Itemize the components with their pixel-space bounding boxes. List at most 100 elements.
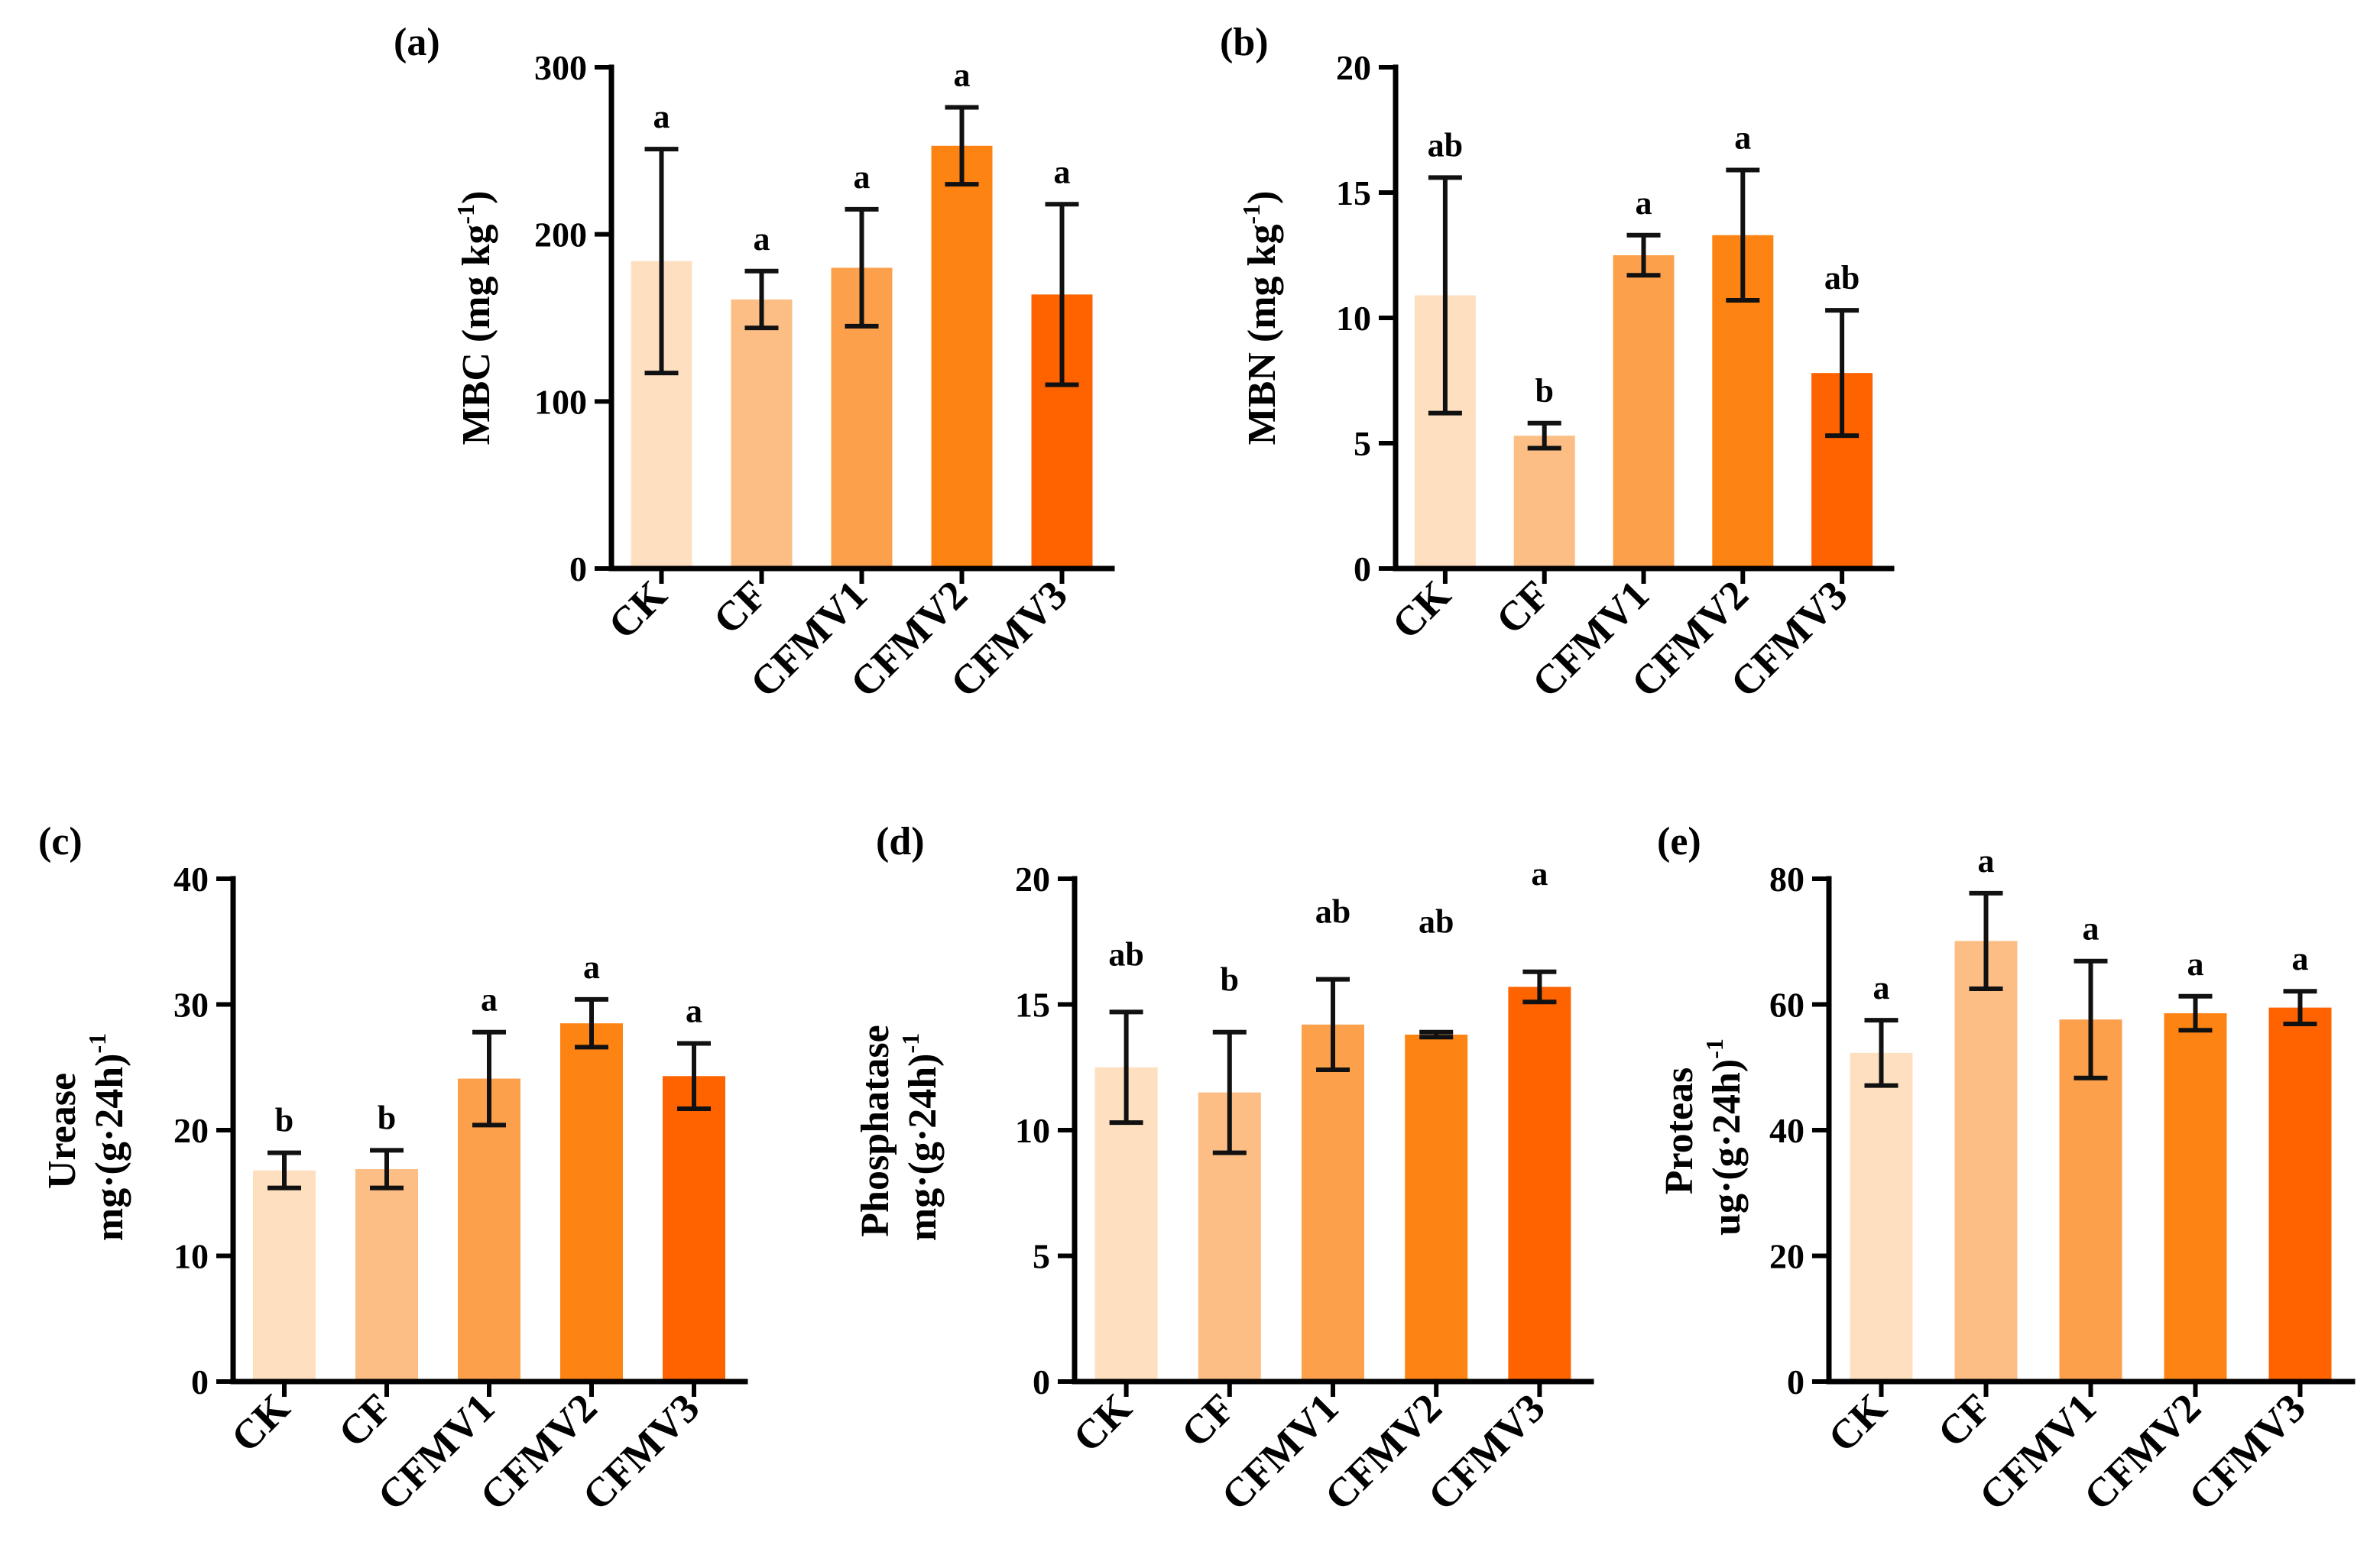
y-tick-label: 0 [1033, 1362, 1050, 1401]
bar-cfmv1 [458, 1078, 520, 1382]
bar-ck [253, 1170, 316, 1382]
category-label: CFMV2 [1316, 1385, 1451, 1519]
y-tick-label: 5 [1354, 424, 1371, 463]
y-axis-label: Phosphatasemg·(g·24h)-1 [854, 1025, 945, 1241]
bar-cfmv1 [1613, 255, 1675, 569]
y-tick-label: 0 [1787, 1362, 1804, 1401]
significance-label: a [2187, 945, 2204, 983]
panel-label: (c) [38, 820, 83, 863]
error-bar [2283, 989, 2317, 1026]
significance-label: ab [1428, 126, 1463, 164]
error-bar [1045, 202, 1079, 387]
error-bar [2074, 958, 2108, 1080]
error-bar [370, 1148, 404, 1191]
category-label: CF [705, 572, 776, 643]
bar-cf [355, 1168, 418, 1382]
significance-label: a [481, 981, 498, 1019]
significance-label: a [754, 220, 770, 258]
y-tick-label: 100 [534, 382, 587, 421]
category-label: CFMV2 [2075, 1385, 2210, 1519]
y-tick-label: 5 [1033, 1237, 1050, 1276]
error-bar [1527, 420, 1561, 451]
significance-label: b [1535, 372, 1553, 410]
error-bar [575, 996, 608, 1050]
error-bar [268, 1150, 301, 1191]
error-bar [472, 1029, 506, 1128]
error-bar [1316, 977, 1350, 1073]
significance-label: a [653, 98, 670, 135]
significance-label: b [275, 1102, 293, 1139]
y-tick-label: 20 [1336, 48, 1371, 87]
significance-label: a [854, 158, 871, 196]
significance-label: b [378, 1099, 396, 1136]
category-label: CK [599, 572, 676, 648]
significance-label: ab [1419, 903, 1454, 941]
y-tick-label: 300 [534, 48, 587, 87]
category-label: CF [1929, 1385, 2000, 1456]
significance-label: a [2292, 940, 2309, 977]
category-label: CF [1172, 1385, 1243, 1456]
error-bar [845, 206, 879, 329]
category-label: CFMV1 [1970, 1385, 2105, 1519]
bar-cfmv3 [2268, 1007, 2332, 1382]
significance-label: b [1221, 961, 1239, 998]
significance-label: ab [1108, 935, 1143, 973]
category-label: CK [222, 1385, 299, 1461]
error-bar [644, 147, 679, 376]
significance-label: a [686, 992, 702, 1029]
panel-a: (a)MBC (mg kg-1)aCKaCFaCFMV1aCFMV2aCFMV3… [394, 21, 1115, 706]
significance-label: a [954, 56, 971, 93]
error-bar [945, 105, 979, 187]
bar-cf [731, 299, 793, 569]
category-label: CK [1064, 1385, 1140, 1461]
category-label: CF [1487, 572, 1558, 643]
category-label: CFMV1 [1212, 1385, 1347, 1519]
y-tick-label: 0 [191, 1362, 209, 1401]
panel-d: (d) Phosphatasemg·(g·24h)-1 ab CK b CF ab CFMV1… [854, 820, 1594, 1519]
y-tick-label: 0 [569, 549, 587, 588]
error-bar [677, 1041, 711, 1112]
y-axis-label: MBC (mg kg-1) [452, 191, 498, 445]
bar-cfmv3 [663, 1076, 725, 1382]
significance-label: a [2083, 910, 2099, 948]
panel-label: (a) [394, 21, 440, 64]
y-tick-label: 15 [1336, 173, 1371, 212]
error-bar [2178, 993, 2213, 1033]
significance-label: ab [1315, 893, 1350, 931]
significance-label: a [1734, 118, 1751, 156]
bar-cf [1513, 436, 1575, 569]
y-axis-label: Proteasug·(g·24h)-1 [1658, 1038, 1749, 1236]
panel-b: (b)MBN (mg kg-1)abCKbCFaCFMV1aCFMV2abCFM… [1220, 21, 1895, 706]
significance-label: a [1054, 153, 1071, 190]
y-tick-label: 200 [534, 215, 587, 254]
error-bar [1825, 308, 1860, 439]
y-tick-label: 15 [1015, 986, 1050, 1025]
y-axis-label: MBN (mg kg-1) [1237, 191, 1284, 445]
error-bar [744, 268, 779, 331]
panel-label: (d) [876, 820, 925, 863]
y-tick-label: 40 [173, 860, 209, 899]
significance-label: a [1978, 842, 1995, 880]
y-tick-label: 60 [1769, 986, 1804, 1025]
error-bar [1969, 890, 2003, 991]
significance-label: a [1531, 855, 1548, 893]
y-tick-label: 20 [1769, 1237, 1804, 1276]
error-bar [1864, 1018, 1898, 1088]
panel-c: (c)Ureasemg·(g·24h)-1bCKbCFaCFMV1aCFMV2a… [38, 820, 748, 1519]
y-tick-label: 20 [173, 1111, 209, 1150]
error-bar [1626, 232, 1661, 278]
category-label: CFMV3 [573, 1385, 708, 1519]
y-tick-label: 80 [1769, 860, 1804, 899]
category-label: CFMV3 [1419, 1385, 1554, 1519]
y-axis-label: Ureasemg·(g·24h)-1 [41, 1033, 131, 1241]
error-bar [1212, 1029, 1247, 1155]
significance-label: a [1636, 184, 1652, 222]
y-tick-label: 0 [1354, 549, 1371, 588]
bar-cfmv2 [2164, 1013, 2227, 1382]
category-label: CFMV3 [2180, 1385, 2314, 1519]
y-tick-label: 30 [173, 986, 209, 1025]
category-label: CK [1383, 572, 1460, 648]
error-bar [1428, 175, 1462, 416]
significance-label: a [1873, 969, 1890, 1006]
